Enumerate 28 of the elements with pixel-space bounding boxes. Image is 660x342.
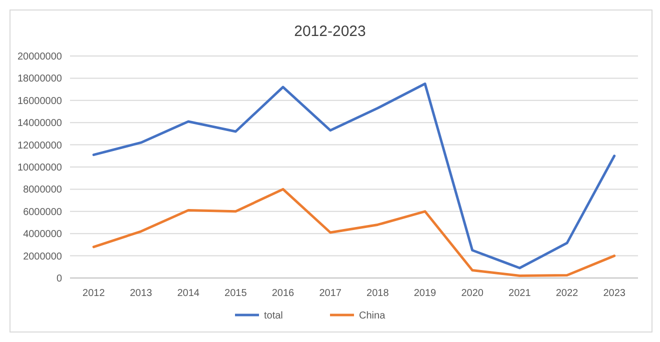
x-tick-label: 2022 (556, 288, 579, 299)
x-tick-label: 2021 (508, 288, 532, 299)
y-tick-label: 16000000 (18, 96, 62, 107)
x-tick-label: 2023 (603, 288, 626, 299)
legend-label: China (359, 310, 386, 322)
y-tick-label: 6000000 (23, 206, 62, 218)
x-tick-label: 2016 (272, 288, 295, 299)
y-tick-label: 10000000 (18, 162, 62, 174)
y-tick-label: 4000000 (23, 229, 62, 240)
y-tick-label: 12000000 (18, 140, 62, 152)
x-tick-label: 2014 (177, 288, 200, 299)
line-series (92, 82, 616, 270)
x-tick-label: 2012 (82, 288, 106, 299)
x-tick-label: 2013 (130, 288, 153, 299)
y-tick-label: 14000000 (18, 118, 62, 130)
x-tick-label: 2017 (319, 288, 342, 299)
y-tick-label: 20000000 (18, 52, 62, 62)
chart-title: 2012-2023 (294, 23, 366, 40)
y-tick-label: 0 (56, 274, 62, 284)
x-tick-label: 2020 (461, 288, 484, 299)
legend-label: total (264, 310, 283, 322)
y-tick-label: 2000000 (23, 251, 62, 262)
line-series (92, 188, 616, 278)
y-tick-label: 18000000 (18, 74, 62, 85)
x-tick-label: 2018 (366, 288, 390, 299)
x-tick-label: 2019 (414, 288, 437, 299)
x-tick-label: 2015 (224, 288, 248, 299)
y-tick-label: 8000000 (23, 184, 62, 196)
